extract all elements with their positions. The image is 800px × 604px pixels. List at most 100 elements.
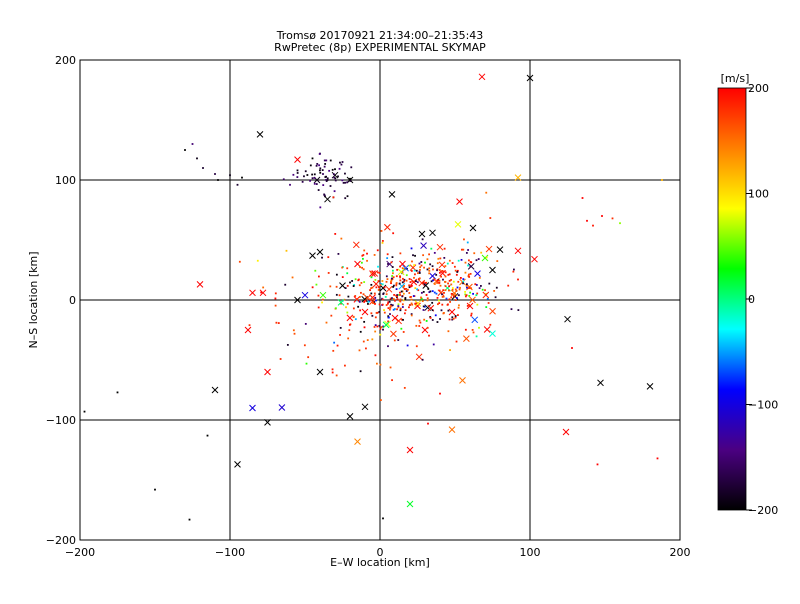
data-point-dot (371, 286, 374, 289)
data-point-dot (334, 179, 337, 182)
data-point-dot (469, 265, 472, 268)
data-point-dot (379, 284, 382, 286)
data-point-dot (464, 328, 467, 331)
data-point-dot (448, 289, 450, 292)
data-point-dot (417, 272, 419, 275)
data-point-dot (489, 323, 492, 326)
data-point-dot (274, 297, 277, 300)
data-point-dot (366, 339, 369, 341)
data-point-dot (352, 285, 355, 287)
data-point-dot (474, 283, 477, 286)
data-point-dot (346, 181, 349, 184)
data-point-dot (360, 291, 362, 294)
data-point-dot (348, 329, 351, 332)
data-point-dot (349, 177, 351, 180)
data-point-dot (333, 341, 336, 344)
data-point-dot (358, 284, 361, 287)
data-point-cross (489, 266, 496, 274)
data-point-cross (369, 270, 376, 277)
data-point-cross (309, 252, 316, 259)
data-point-dot (475, 284, 478, 286)
data-point-dot (426, 299, 429, 302)
data-point-dot (392, 285, 395, 288)
data-point-dot (435, 273, 438, 276)
data-point-dot (391, 297, 393, 299)
data-point-dot (338, 294, 341, 297)
data-point-dot (391, 275, 394, 277)
data-point-dot (373, 292, 376, 295)
data-point-dot (319, 171, 322, 174)
data-point-dot (389, 305, 392, 307)
data-point-dot (313, 176, 316, 179)
data-point-dot (661, 179, 663, 181)
data-point-dot (360, 281, 363, 284)
data-point-dot (321, 169, 324, 171)
data-point-dot (449, 349, 451, 351)
x-tick-label: 200 (670, 546, 691, 559)
data-point-dot (457, 280, 460, 283)
data-point-dot (322, 184, 325, 186)
data-point-dot (321, 301, 323, 304)
data-point-dot (393, 339, 396, 342)
data-point-dot (217, 179, 219, 181)
data-point-dot (323, 193, 326, 196)
data-point-dot (401, 295, 404, 298)
data-point-dot (405, 274, 408, 277)
data-point-dot (374, 354, 377, 357)
data-point-dot (335, 285, 338, 288)
data-point-dot (436, 268, 439, 271)
data-point-dot (457, 259, 460, 262)
data-point-dot (432, 279, 434, 282)
data-point-dot (344, 172, 346, 175)
data-point-dot (395, 275, 398, 278)
data-point-dot (311, 173, 314, 176)
data-point-dot (444, 265, 447, 267)
data-point-cross (384, 223, 391, 231)
data-point-cross (429, 272, 436, 280)
data-point-dot (448, 318, 451, 321)
data-point-cross (385, 285, 393, 293)
data-point-cross (414, 300, 422, 307)
data-point-dot (422, 290, 425, 293)
data-point-dot (445, 297, 448, 300)
data-point-cross (337, 298, 345, 306)
data-point-dot (367, 303, 369, 305)
data-point-dot (470, 314, 473, 317)
data-point-dot (464, 261, 467, 264)
data-point-dot (391, 304, 394, 307)
x-tick-label: −200 (65, 546, 95, 559)
data-point-dot (422, 305, 425, 308)
data-point-dot (454, 299, 457, 301)
data-point-dot (392, 298, 395, 300)
data-point-dot (441, 303, 444, 306)
data-point-cross (372, 280, 380, 288)
data-point-dot (466, 241, 469, 244)
data-point-dot (303, 344, 306, 347)
data-point-dot (382, 517, 384, 520)
data-point-dot (395, 288, 398, 291)
data-point-dot (438, 281, 441, 284)
data-point-cross (390, 330, 397, 338)
data-point-dot (401, 290, 404, 293)
data-point-dot (439, 284, 442, 287)
data-point-cross (361, 308, 369, 316)
data-point-dot (346, 195, 349, 198)
data-point-cross (346, 314, 354, 322)
data-point-dot (416, 281, 419, 284)
data-point-dot (470, 287, 473, 290)
data-point-dot (396, 298, 399, 301)
data-point-dot (402, 299, 405, 302)
data-point-cross (294, 296, 301, 304)
data-point-dot (344, 364, 346, 367)
data-point-dot (425, 320, 428, 322)
data-point-cross (415, 353, 423, 361)
data-point-dot (408, 306, 410, 309)
data-point-dot (354, 295, 357, 297)
data-point-dot (456, 271, 459, 273)
data-point-dot (274, 304, 277, 307)
data-point-dot (337, 175, 339, 178)
data-point-dot (419, 268, 421, 271)
data-point-dot (329, 185, 332, 187)
data-point-dot (479, 285, 482, 287)
data-point-dot (450, 279, 452, 281)
